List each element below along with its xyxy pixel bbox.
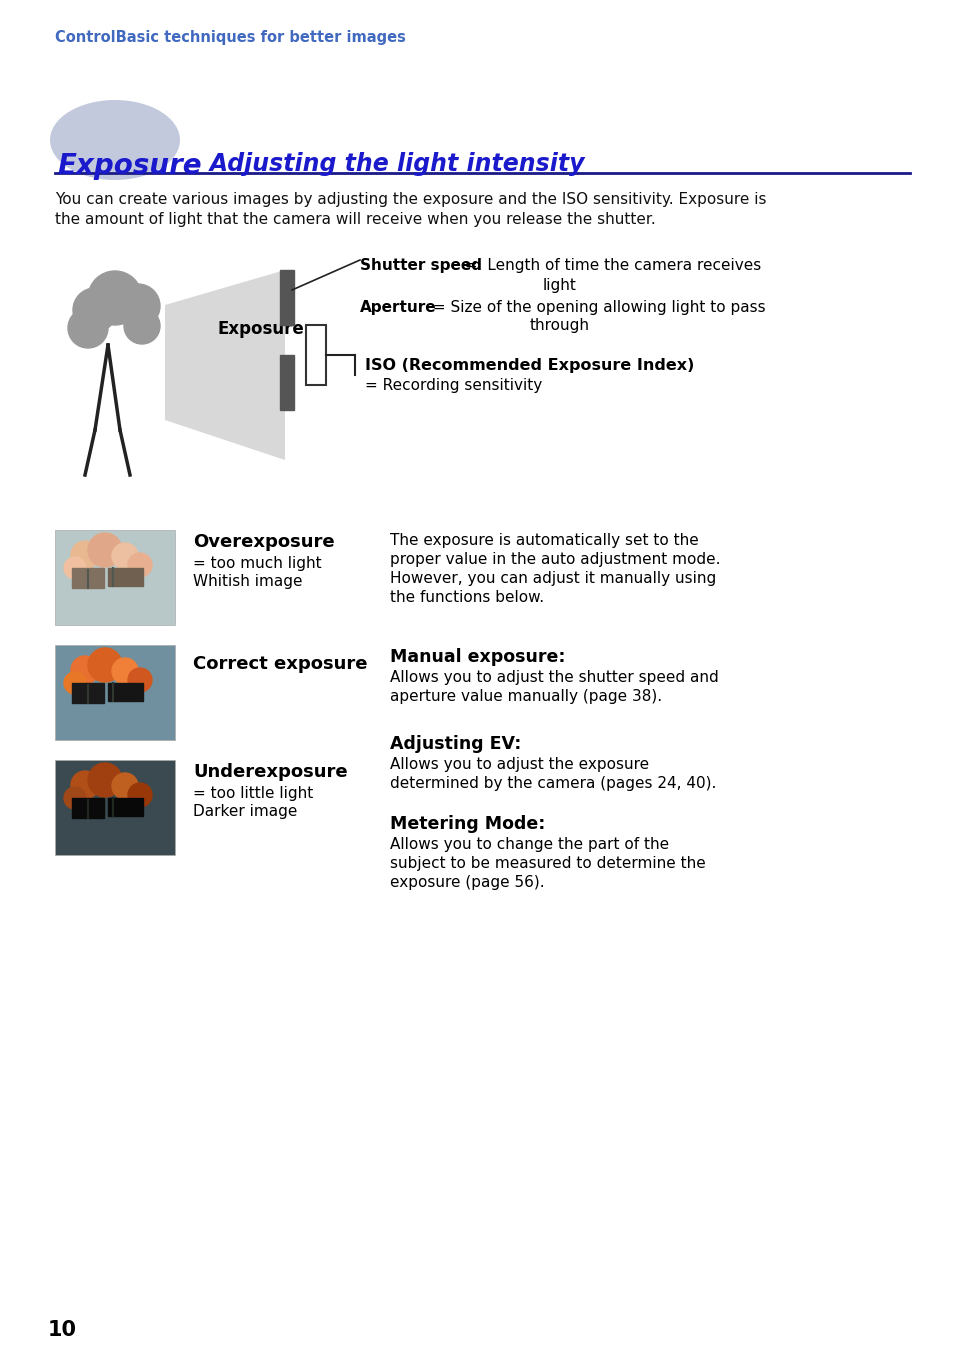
Text: determined by the camera (pages 24, 40).: determined by the camera (pages 24, 40).	[390, 776, 716, 791]
Text: the functions below.: the functions below.	[390, 590, 543, 605]
Text: 10: 10	[48, 1320, 77, 1339]
Text: Aperture: Aperture	[359, 300, 436, 315]
Circle shape	[64, 787, 86, 809]
Text: Darker image: Darker image	[193, 803, 297, 820]
Text: Overexposure: Overexposure	[193, 533, 335, 551]
Circle shape	[71, 655, 99, 684]
Text: Exposure:: Exposure:	[218, 320, 311, 338]
Text: Manual exposure:: Manual exposure:	[390, 649, 565, 666]
Bar	[108, 569, 143, 586]
Circle shape	[124, 308, 160, 345]
Circle shape	[112, 543, 138, 569]
Circle shape	[128, 783, 152, 807]
Text: through: through	[530, 318, 589, 332]
Bar	[280, 270, 294, 324]
Circle shape	[128, 554, 152, 577]
Text: Underexposure: Underexposure	[193, 763, 347, 782]
Circle shape	[73, 288, 117, 332]
Text: Allows you to change the part of the: Allows you to change the part of the	[390, 837, 668, 852]
Circle shape	[71, 541, 99, 569]
Bar	[306, 324, 326, 385]
Bar	[71, 569, 104, 588]
Bar	[108, 683, 143, 702]
Circle shape	[64, 672, 86, 693]
Circle shape	[112, 773, 138, 799]
Text: Adjusting the light intensity: Adjusting the light intensity	[185, 152, 584, 176]
Text: Allows you to adjust the shutter speed and: Allows you to adjust the shutter speed a…	[390, 670, 718, 685]
Bar	[55, 760, 174, 855]
Text: ControlBasic techniques for better images: ControlBasic techniques for better image…	[55, 30, 405, 45]
Bar	[55, 645, 174, 740]
Text: aperture value manually (page 38).: aperture value manually (page 38).	[390, 689, 661, 704]
Text: The exposure is automatically set to the: The exposure is automatically set to the	[390, 533, 698, 548]
Circle shape	[64, 556, 86, 579]
Text: = too little light: = too little light	[193, 786, 313, 801]
Text: subject to be measured to determine the: subject to be measured to determine the	[390, 856, 705, 871]
Text: Metering Mode:: Metering Mode:	[390, 816, 545, 833]
Bar	[71, 683, 104, 703]
Circle shape	[68, 308, 108, 347]
Text: light: light	[542, 278, 577, 293]
Circle shape	[71, 771, 99, 799]
Text: Whitish image: Whitish image	[193, 574, 302, 589]
Circle shape	[112, 658, 138, 684]
Circle shape	[88, 271, 142, 324]
Ellipse shape	[50, 100, 180, 180]
Circle shape	[88, 649, 122, 683]
Circle shape	[88, 533, 122, 567]
Polygon shape	[165, 270, 285, 460]
Circle shape	[128, 668, 152, 692]
Text: Adjusting EV:: Adjusting EV:	[390, 735, 521, 753]
Bar	[71, 798, 104, 818]
Text: Allows you to adjust the exposure: Allows you to adjust the exposure	[390, 757, 648, 772]
Text: You can create various images by adjusting the exposure and the ISO sensitivity.: You can create various images by adjusti…	[55, 191, 765, 208]
Text: = Recording sensitivity: = Recording sensitivity	[365, 379, 541, 394]
Text: =  Length of time the camera receives: = Length of time the camera receives	[459, 258, 760, 273]
Circle shape	[88, 763, 122, 797]
Text: Exposure: Exposure	[57, 152, 201, 180]
Bar	[280, 356, 294, 410]
Text: proper value in the auto adjustment mode.: proper value in the auto adjustment mode…	[390, 552, 720, 567]
Text: ISO (Recommended Exposure Index): ISO (Recommended Exposure Index)	[365, 358, 694, 373]
Bar	[108, 798, 143, 816]
Text: However, you can adjust it manually using: However, you can adjust it manually usin…	[390, 571, 716, 586]
Bar	[55, 531, 174, 626]
Text: exposure (page 56).: exposure (page 56).	[390, 875, 544, 890]
Text: Shutter speed: Shutter speed	[359, 258, 481, 273]
Text: = too much light: = too much light	[193, 556, 321, 571]
Circle shape	[116, 284, 160, 328]
Text: Correct exposure: Correct exposure	[193, 655, 367, 673]
Text: the amount of light that the camera will receive when you release the shutter.: the amount of light that the camera will…	[55, 212, 655, 227]
Text: = Size of the opening allowing light to pass: = Size of the opening allowing light to …	[428, 300, 765, 315]
